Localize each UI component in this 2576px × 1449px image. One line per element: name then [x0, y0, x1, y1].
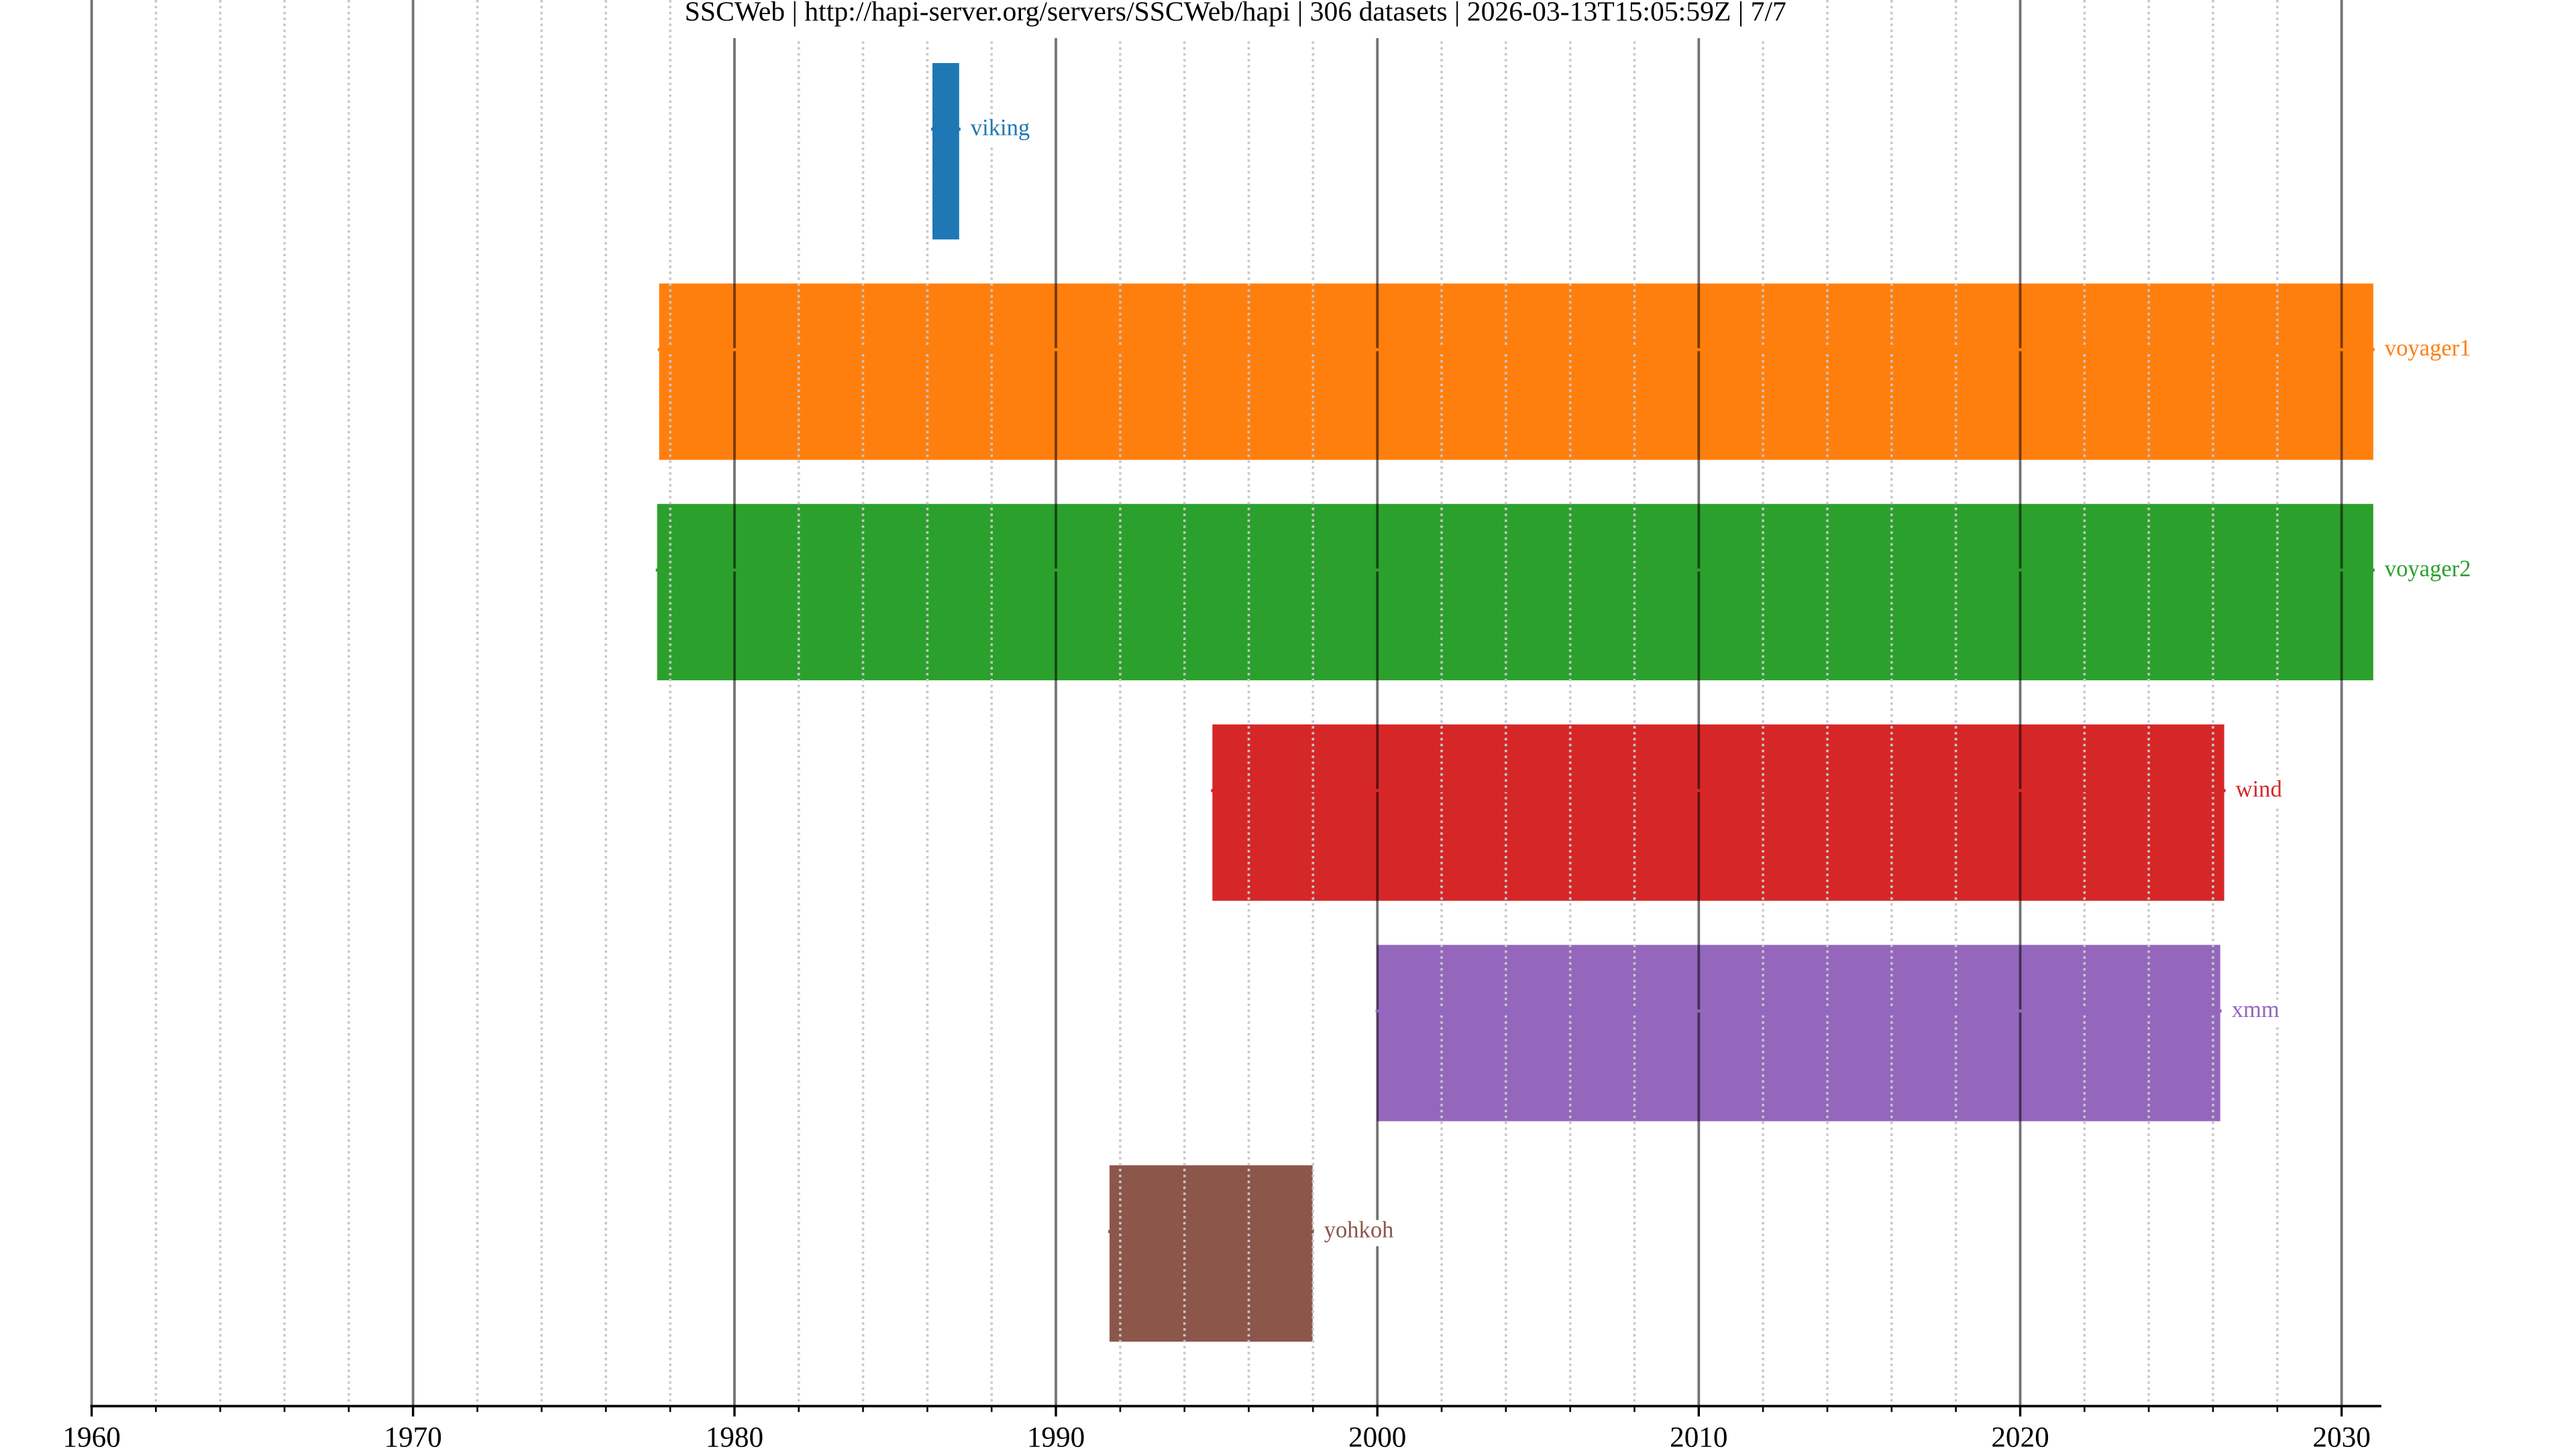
- svg-text:yohkoh: yohkoh: [1324, 1218, 1394, 1243]
- svg-text:SSCWeb | http://hapi-server.or: SSCWeb | http://hapi-server.org/servers/…: [685, 0, 1786, 27]
- svg-text:voyager2: voyager2: [2385, 556, 2471, 582]
- svg-text:1970: 1970: [384, 1421, 442, 1449]
- svg-text:viking: viking: [971, 115, 1030, 141]
- svg-text:wind: wind: [2236, 777, 2282, 802]
- svg-text:xmm: xmm: [2232, 997, 2279, 1022]
- svg-text:2010: 2010: [1670, 1421, 1727, 1449]
- svg-text:2030: 2030: [2312, 1421, 2370, 1449]
- svg-text:2000: 2000: [1348, 1421, 1406, 1449]
- svg-text:voyager1: voyager1: [2385, 335, 2471, 361]
- svg-text:2020: 2020: [1991, 1421, 2049, 1449]
- svg-text:1960: 1960: [62, 1421, 120, 1449]
- svg-text:1990: 1990: [1027, 1421, 1085, 1449]
- svg-text:1980: 1980: [706, 1421, 763, 1449]
